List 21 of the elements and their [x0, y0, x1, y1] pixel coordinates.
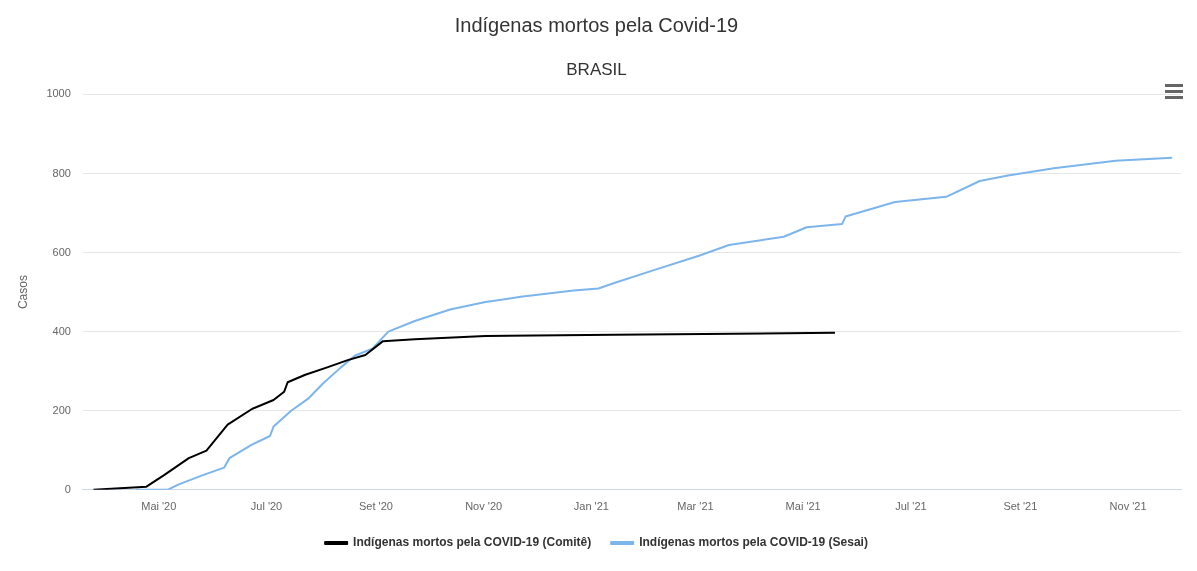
y-tick-label: 800	[52, 166, 71, 179]
x-tick-label: Set '20	[358, 500, 393, 513]
y-tick-label: 200	[52, 403, 71, 416]
y-tick-label: 0	[64, 482, 71, 495]
x-tick-label: Jul '20	[250, 500, 283, 513]
y-tick-label: 1000	[46, 87, 71, 100]
y-tick-label: 400	[52, 324, 71, 337]
y-axis-title: Casos	[15, 275, 30, 310]
x-tick-label: Mai '21	[785, 500, 821, 513]
x-tick-label: Jan '21	[573, 500, 609, 513]
legend-label: Indígenas mortos pela COVID-19 (Sesai)	[639, 535, 868, 550]
x-tick-label: Set '21	[1003, 500, 1038, 513]
x-tick-label: Nov '21	[1109, 500, 1147, 513]
legend-label: Indígenas mortos pela COVID-19 (Comitê)	[353, 535, 592, 550]
y-tick-label: 600	[52, 245, 71, 258]
x-tick-label: Nov '20	[465, 500, 503, 513]
chart-subtitle: BRASIL	[566, 59, 627, 79]
chart-title: Indígenas mortos pela Covid-19	[454, 13, 739, 36]
x-tick-label: Mar '21	[677, 500, 714, 513]
x-tick-label: Mai '20	[141, 500, 177, 513]
x-tick-label: Jul '21	[895, 500, 927, 513]
